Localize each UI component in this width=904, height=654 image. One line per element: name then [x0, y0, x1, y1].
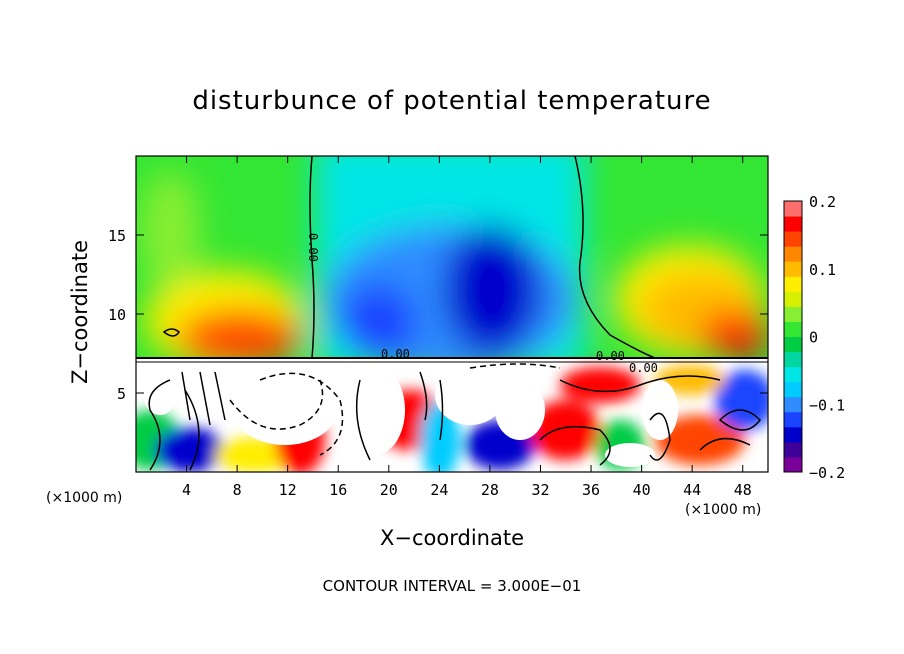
x-tick-label: 24: [430, 481, 448, 499]
contour-interval-note: CONTOUR INTERVAL = 3.000E−01: [322, 577, 582, 595]
colorbar-swatch: [784, 441, 802, 458]
colorbar-frame: [783, 200, 803, 473]
colorbar-tick-label: 0.2: [809, 193, 836, 211]
x-tick-label: 44: [683, 481, 701, 499]
colorbar-swatch: [784, 351, 802, 368]
y-tick-label: 15: [108, 227, 126, 245]
colorbar-tick-label: 0: [809, 329, 818, 347]
x-tick-label: 4: [182, 481, 191, 499]
colorbar-tick-label: −0.2: [809, 464, 845, 482]
colorbar-swatch: [784, 336, 802, 353]
contour-label: 0.00: [306, 233, 320, 262]
y-axis: 5 10 15: [108, 227, 768, 403]
colorbar-swatch: [784, 201, 802, 217]
x-axis-label: X−coordinate: [380, 526, 524, 550]
colorbar-swatch: [784, 396, 802, 413]
colorbar-swatch: [784, 411, 802, 428]
x-tick-label: 40: [633, 481, 651, 499]
x-tick-label: 28: [481, 481, 499, 499]
colorbar-swatch: [784, 366, 802, 383]
contour-label: 0.00: [596, 349, 625, 363]
colorbar-swatch: [784, 261, 802, 277]
x-tick-label: 36: [582, 481, 600, 499]
colorbar-tick-label: 0.1: [809, 261, 836, 279]
colorbar-swatch: [784, 306, 802, 322]
colorbar-swatch: [784, 276, 802, 292]
colorbar-tick-label: −0.1: [809, 396, 845, 414]
x-axis: 4 8 12 16 20 24 28 32 36 40 44 48: [182, 156, 752, 499]
x-tick-label: 48: [734, 481, 752, 499]
colorbar-swatch: [784, 216, 802, 232]
colorbar-swatch: [784, 291, 802, 307]
contour-lines: [136, 156, 768, 471]
x-tick-label: 8: [233, 481, 242, 499]
contour-label-group: 0.00 0.00 0.00 0.00: [306, 233, 658, 375]
x-tick-label: 20: [380, 481, 398, 499]
x-tick-label: 12: [279, 481, 297, 499]
y-axis-label: Z−coordinate: [68, 240, 92, 384]
y-tick-label: 10: [108, 306, 126, 324]
x-tick-label: 16: [329, 481, 347, 499]
contour-label: 0.00: [381, 347, 410, 361]
chart-title: disturbunce of potential temperature: [192, 86, 712, 116]
colorbar-swatch: [784, 456, 802, 473]
colorbar-swatch: [784, 426, 802, 443]
contour-label: 0.00: [629, 361, 658, 375]
x-unit-left: (×1000 m): [46, 490, 123, 506]
x-tick-label: 32: [531, 481, 549, 499]
colorbar-swatch: [784, 381, 802, 398]
colorbar: 0.2 0.1 0 −0.1 −0.2: [783, 193, 845, 482]
colorbar-swatch: [784, 231, 802, 247]
colorbar-swatch: [784, 246, 802, 262]
colorbar-swatch: [784, 321, 802, 337]
x-unit-right: (×1000 m): [685, 502, 762, 518]
heatmap-field: [136, 156, 768, 472]
y-tick-label: 5: [117, 385, 126, 403]
